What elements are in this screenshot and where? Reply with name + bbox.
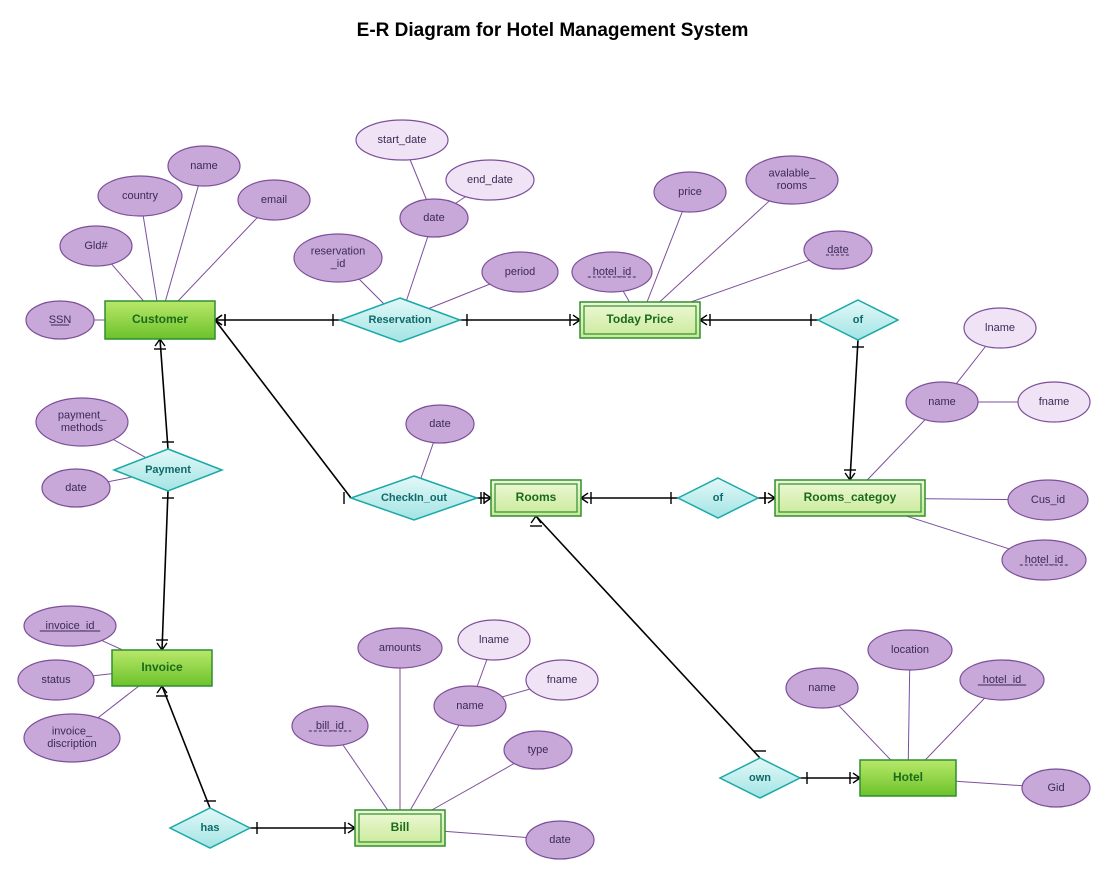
svg-text:discription: discription [47,738,97,750]
er-diagram-canvas: E-R Diagram for Hotel Management System … [0,0,1105,891]
svg-text:_id: _id [330,258,346,270]
svg-text:invoice_: invoice_ [52,726,93,738]
svg-text:date: date [549,834,570,846]
svg-text:email: email [261,194,287,206]
svg-text:location: location [891,644,929,656]
svg-text:name: name [456,700,484,712]
svg-text:Invoice: Invoice [141,660,183,674]
svg-text:Hotel: Hotel [893,770,923,784]
svg-text:reservation: reservation [311,246,365,258]
svg-text:period: period [505,266,536,278]
svg-text:date: date [423,212,444,224]
svg-text:fname: fname [1039,396,1070,408]
svg-text:Payment: Payment [145,464,191,476]
svg-text:own: own [749,772,771,784]
svg-text:of: of [853,314,864,326]
svg-text:date: date [827,244,848,256]
svg-layer: Customer Invoice Hotel Today Price Rooms Room… [0,0,1105,891]
svg-text:has: has [201,822,220,834]
svg-text:price: price [678,186,702,198]
svg-text:Customer: Customer [132,312,188,326]
svg-text:country: country [122,190,159,202]
svg-text:name: name [190,160,218,172]
svg-text:Gid: Gid [1047,782,1064,794]
svg-text:end_date: end_date [467,174,513,186]
svg-text:amounts: amounts [379,642,422,654]
svg-text:invoice_id: invoice_id [46,620,95,632]
svg-text:date: date [429,418,450,430]
svg-text:hotel_id: hotel_id [983,674,1022,686]
svg-text:date: date [65,482,86,494]
svg-text:bill_id: bill_id [316,720,344,732]
svg-text:hotel_id: hotel_id [593,266,632,278]
svg-text:fname: fname [547,674,578,686]
svg-text:status: status [41,674,71,686]
svg-text:name: name [808,682,836,694]
svg-text:name: name [928,396,956,408]
svg-text:lname: lname [985,322,1015,334]
svg-text:Gld#: Gld# [84,240,108,252]
svg-text:lname: lname [479,634,509,646]
svg-text:payment_: payment_ [58,410,107,422]
svg-text:SSN: SSN [49,314,72,326]
svg-text:Reservation: Reservation [369,314,432,326]
svg-text:start_date: start_date [378,134,427,146]
svg-text:rooms: rooms [777,180,808,192]
svg-text:methods: methods [61,422,104,434]
svg-text:hotel_id: hotel_id [1025,554,1064,566]
svg-text:Today Price: Today Price [606,312,673,326]
svg-text:Rooms_categoy: Rooms_categoy [804,490,897,504]
svg-text:avalable_: avalable_ [768,168,816,180]
svg-text:CheckIn_out: CheckIn_out [381,492,447,504]
svg-text:type: type [528,744,549,756]
svg-text:of: of [713,492,724,504]
svg-text:Rooms: Rooms [516,490,557,504]
svg-text:Bill: Bill [391,820,410,834]
svg-text:Cus_id: Cus_id [1031,494,1065,506]
